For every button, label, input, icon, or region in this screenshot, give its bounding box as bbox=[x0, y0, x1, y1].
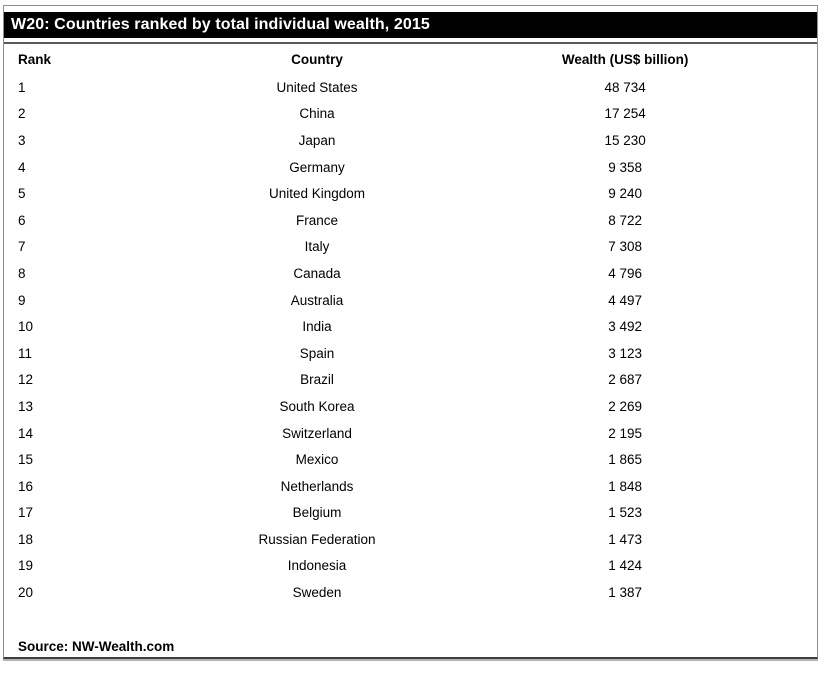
title-divider bbox=[4, 42, 817, 44]
country-cell: Russian Federation bbox=[258, 531, 376, 547]
country-cell: Japan bbox=[298, 132, 336, 148]
table-row: 2 China 17 254 bbox=[4, 101, 817, 128]
wealth-cell: 9 358 bbox=[608, 159, 643, 175]
rank-cell: 10 bbox=[18, 319, 34, 335]
table-row: 11 Spain 3 123 bbox=[4, 340, 817, 367]
table-header: Rank Country Wealth (US$ billion) bbox=[4, 44, 817, 74]
wealth-cell: 2 269 bbox=[608, 398, 643, 414]
country-cell: India bbox=[302, 319, 332, 335]
country-cell: Switzerland bbox=[282, 425, 352, 441]
table-row: 20 Sweden 1 387 bbox=[4, 579, 817, 606]
source-note: Source: NW-Wealth.com bbox=[18, 639, 175, 654]
wealth-cell: 48 734 bbox=[604, 79, 646, 95]
wealth-cell: 1 865 bbox=[608, 452, 643, 468]
rank-cell: 14 bbox=[18, 425, 34, 441]
table-row: 7 Italy 7 308 bbox=[4, 234, 817, 261]
wealth-cell: 15 230 bbox=[604, 132, 646, 148]
figure-title: W20: Countries ranked by total individua… bbox=[11, 16, 430, 33]
header-row: Rank Country Wealth (US$ billion) bbox=[4, 44, 817, 74]
country-cell: United Kingdom bbox=[268, 186, 366, 202]
rank-cell: 3 bbox=[18, 132, 26, 148]
wealth-cell: 3 123 bbox=[608, 345, 643, 361]
country-cell: China bbox=[299, 106, 335, 122]
wealth-cell: 2 195 bbox=[608, 425, 643, 441]
table-row: 15 Mexico 1 865 bbox=[4, 446, 817, 473]
wealth-cell: 4 796 bbox=[608, 265, 643, 281]
rank-cell: 18 bbox=[18, 531, 34, 547]
table-row: 10 India 3 492 bbox=[4, 313, 817, 340]
wealth-cell: 9 240 bbox=[608, 186, 643, 202]
rank-cell: 17 bbox=[18, 505, 34, 521]
column-header-rank: Rank bbox=[18, 51, 52, 67]
rank-cell: 9 bbox=[18, 292, 26, 308]
table-row: 9 Australia 4 497 bbox=[4, 287, 817, 314]
table-row: 19 Indonesia 1 424 bbox=[4, 553, 817, 580]
rank-cell: 8 bbox=[18, 265, 26, 281]
wealth-cell: 1 473 bbox=[608, 531, 643, 547]
table-row: 18 Russian Federation 1 473 bbox=[4, 526, 817, 553]
figure-title-bar: W20: Countries ranked by total individua… bbox=[4, 12, 817, 38]
country-cell: Germany bbox=[289, 159, 345, 175]
table-row: 14 Switzerland 2 195 bbox=[4, 420, 817, 447]
column-header-country: Country bbox=[291, 51, 343, 67]
rank-cell: 13 bbox=[18, 398, 34, 414]
country-cell: Sweden bbox=[292, 585, 342, 601]
table-frame: W20: Countries ranked by total individua… bbox=[3, 5, 818, 659]
country-cell: Belgium bbox=[292, 505, 342, 521]
column-header-wealth: Wealth (US$ billion) bbox=[561, 51, 689, 67]
table-row: 4 Germany 9 358 bbox=[4, 154, 817, 181]
table-row: 1 United States 48 734 bbox=[4, 74, 817, 101]
rank-cell: 2 bbox=[18, 106, 26, 122]
country-cell: Spain bbox=[299, 345, 335, 361]
table-row: 6 France 8 722 bbox=[4, 207, 817, 234]
table-row: 5 United Kingdom 9 240 bbox=[4, 180, 817, 207]
wealth-cell: 17 254 bbox=[604, 106, 646, 122]
table-row: 3 Japan 15 230 bbox=[4, 127, 817, 154]
rank-cell: 7 bbox=[18, 239, 26, 255]
country-cell: United States bbox=[276, 79, 358, 95]
country-cell: Indonesia bbox=[287, 558, 347, 574]
table-row: 16 Netherlands 1 848 bbox=[4, 473, 817, 500]
rank-cell: 20 bbox=[18, 585, 34, 601]
country-cell: Mexico bbox=[295, 452, 339, 468]
rank-cell: 19 bbox=[18, 558, 34, 574]
country-cell: Brazil bbox=[300, 372, 334, 388]
rank-cell: 1 bbox=[18, 79, 26, 95]
wealth-cell: 1 848 bbox=[608, 478, 643, 494]
table-row: 8 Canada 4 796 bbox=[4, 260, 817, 287]
wealth-table: Rank Country Wealth (US$ billion) 1 Unit… bbox=[4, 44, 817, 606]
table-row: 13 South Korea 2 269 bbox=[4, 393, 817, 420]
country-cell: France bbox=[295, 212, 338, 228]
rank-cell: 5 bbox=[18, 186, 26, 202]
wealth-cell: 7 308 bbox=[608, 239, 643, 255]
wealth-cell: 3 492 bbox=[608, 319, 643, 335]
wealth-cell: 4 497 bbox=[608, 292, 643, 308]
rank-cell: 6 bbox=[18, 212, 26, 228]
table-row: 12 Brazil 2 687 bbox=[4, 367, 817, 394]
wealth-cell: 1 523 bbox=[608, 505, 643, 521]
wealth-cell: 1 387 bbox=[608, 585, 643, 601]
country-cell: South Korea bbox=[279, 398, 355, 414]
country-cell: Netherlands bbox=[280, 478, 354, 494]
rank-cell: 16 bbox=[18, 478, 34, 494]
rank-cell: 15 bbox=[18, 452, 34, 468]
wealth-cell: 1 424 bbox=[608, 558, 643, 574]
country-cell: Australia bbox=[290, 292, 344, 308]
rank-cell: 4 bbox=[18, 159, 26, 175]
wealth-cell: 8 722 bbox=[608, 212, 643, 228]
rank-cell: 11 bbox=[18, 345, 33, 361]
rank-cell: 12 bbox=[18, 372, 34, 388]
wealth-cell: 2 687 bbox=[608, 372, 643, 388]
country-cell: Canada bbox=[293, 265, 341, 281]
table-body: 1 United States 48 734 2 China 17 254 3 … bbox=[4, 74, 817, 606]
table-row: 17 Belgium 1 523 bbox=[4, 500, 817, 527]
country-cell: Italy bbox=[304, 239, 330, 255]
